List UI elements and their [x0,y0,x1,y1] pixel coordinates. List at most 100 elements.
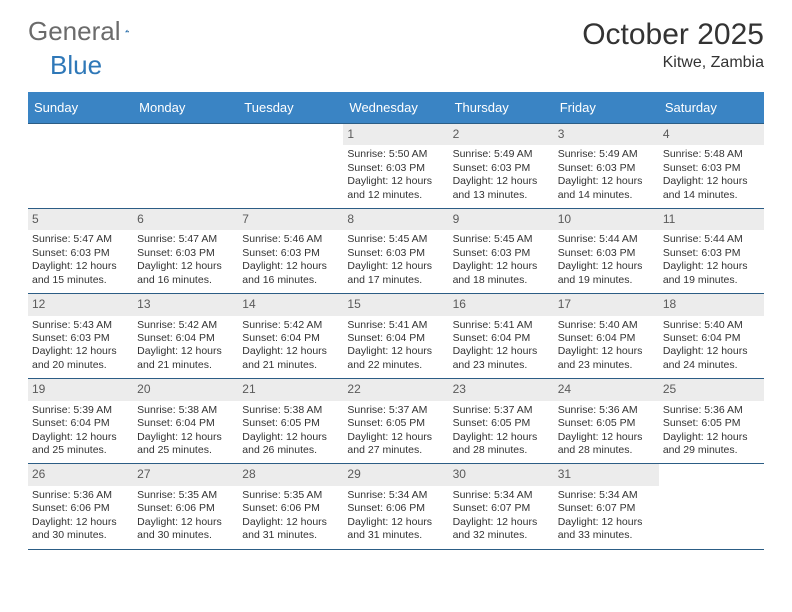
day-cell [238,124,343,208]
day-cell: 1Sunrise: 5:50 AMSunset: 6:03 PMDaylight… [343,124,448,208]
day-cell [659,464,764,548]
day-number: 17 [554,294,659,315]
sunset-line: Sunset: 6:05 PM [453,417,550,430]
daylight-line: Daylight: 12 hours and 24 minutes. [663,345,760,372]
day-cell: 3Sunrise: 5:49 AMSunset: 6:03 PMDaylight… [554,124,659,208]
day-header: Wednesday [343,92,448,123]
sunset-line: Sunset: 6:03 PM [453,162,550,175]
daylight-line: Daylight: 12 hours and 28 minutes. [453,431,550,458]
day-number-empty [238,124,343,145]
day-number: 6 [133,209,238,230]
daylight-line: Daylight: 12 hours and 23 minutes. [558,345,655,372]
sunrise-line: Sunrise: 5:39 AM [32,404,129,417]
month-title: October 2025 [582,18,764,52]
sunset-line: Sunset: 6:06 PM [347,502,444,515]
day-number: 30 [449,464,554,485]
sunrise-line: Sunrise: 5:37 AM [453,404,550,417]
sunrise-line: Sunrise: 5:41 AM [453,319,550,332]
day-number: 23 [449,379,554,400]
week-row: 12Sunrise: 5:43 AMSunset: 6:03 PMDayligh… [28,294,764,379]
day-header: Tuesday [238,92,343,123]
sunrise-line: Sunrise: 5:35 AM [242,489,339,502]
sunrise-line: Sunrise: 5:48 AM [663,148,760,161]
daylight-line: Daylight: 12 hours and 19 minutes. [558,260,655,287]
day-cell: 14Sunrise: 5:42 AMSunset: 6:04 PMDayligh… [238,294,343,378]
daylight-line: Daylight: 12 hours and 27 minutes. [347,431,444,458]
sunset-line: Sunset: 6:06 PM [137,502,234,515]
sunset-line: Sunset: 6:04 PM [242,332,339,345]
daylight-line: Daylight: 12 hours and 18 minutes. [453,260,550,287]
sunset-line: Sunset: 6:05 PM [347,417,444,430]
sunset-line: Sunset: 6:03 PM [137,247,234,260]
day-number: 4 [659,124,764,145]
day-number: 29 [343,464,448,485]
sunrise-line: Sunrise: 5:40 AM [558,319,655,332]
sunrise-line: Sunrise: 5:46 AM [242,233,339,246]
day-number: 21 [238,379,343,400]
sunrise-line: Sunrise: 5:37 AM [347,404,444,417]
day-number: 28 [238,464,343,485]
day-number: 5 [28,209,133,230]
day-number: 11 [659,209,764,230]
day-number: 2 [449,124,554,145]
day-number: 19 [28,379,133,400]
day-header: Thursday [449,92,554,123]
day-cell: 21Sunrise: 5:38 AMSunset: 6:05 PMDayligh… [238,379,343,463]
title-block: October 2025 Kitwe, Zambia [582,18,764,72]
day-cell: 24Sunrise: 5:36 AMSunset: 6:05 PMDayligh… [554,379,659,463]
sunrise-line: Sunrise: 5:36 AM [558,404,655,417]
sunrise-line: Sunrise: 5:41 AM [347,319,444,332]
day-cell: 17 Sunrise: 5:40 AMSunset: 6:04 PMDayligh… [554,294,659,378]
sunset-line: Sunset: 6:07 PM [558,502,655,515]
day-cell: 8Sunrise: 5:45 AMSunset: 6:03 PMDaylight… [343,209,448,293]
sunset-line: Sunset: 6:03 PM [347,162,444,175]
day-number: 25 [659,379,764,400]
sunrise-line: Sunrise: 5:34 AM [453,489,550,502]
sunset-line: Sunset: 6:03 PM [663,247,760,260]
day-cell: 6Sunrise: 5:47 AMSunset: 6:03 PMDaylight… [133,209,238,293]
sunrise-line: Sunrise: 5:50 AM [347,148,444,161]
daylight-line: Daylight: 12 hours and 31 minutes. [347,516,444,543]
weeks-container: 1Sunrise: 5:50 AMSunset: 6:03 PMDaylight… [28,123,764,550]
day-cell: 2Sunrise: 5:49 AMSunset: 6:03 PMDaylight… [449,124,554,208]
daylight-line: Daylight: 12 hours and 26 minutes. [242,431,339,458]
day-cell: 4Sunrise: 5:48 AMSunset: 6:03 PMDaylight… [659,124,764,208]
sunset-line: Sunset: 6:03 PM [347,247,444,260]
day-number: 3 [554,124,659,145]
daylight-line: Daylight: 12 hours and 22 minutes. [347,345,444,372]
sunset-line: Sunset: 6:06 PM [32,502,129,515]
sunrise-line: Sunrise: 5:42 AM [137,319,234,332]
daylight-line: Daylight: 12 hours and 17 minutes. [347,260,444,287]
sunset-line: Sunset: 6:04 PM [663,332,760,345]
day-cell: 29Sunrise: 5:34 AMSunset: 6:06 PMDayligh… [343,464,448,548]
sunset-line: Sunset: 6:04 PM [558,332,655,345]
sunset-line: Sunset: 6:03 PM [558,162,655,175]
sunrise-line: Sunrise: 5:45 AM [453,233,550,246]
sunrise-line: Sunrise: 5:49 AM [453,148,550,161]
logo-sail-icon [125,22,129,40]
day-cell: 25Sunrise: 5:36 AMSunset: 6:05 PMDayligh… [659,379,764,463]
day-cell: 26Sunrise: 5:36 AMSunset: 6:06 PMDayligh… [28,464,133,548]
day-cell: 12Sunrise: 5:43 AMSunset: 6:03 PMDayligh… [28,294,133,378]
sunset-line: Sunset: 6:04 PM [32,417,129,430]
day-number: 15 [343,294,448,315]
day-cell: 7Sunrise: 5:46 AMSunset: 6:03 PMDaylight… [238,209,343,293]
daylight-line: Daylight: 12 hours and 25 minutes. [137,431,234,458]
daylight-line: Daylight: 12 hours and 14 minutes. [558,175,655,202]
logo-word2: Blue [50,52,102,78]
day-number: 18 [659,294,764,315]
sunset-line: Sunset: 6:07 PM [453,502,550,515]
week-row: 19 Sunrise: 5:39 AMSunset: 6:04 PM Dayligh… [28,379,764,464]
daylight-line: Daylight: 12 hours and 19 minutes. [663,260,760,287]
daylight-line: Daylight: 12 hours and 31 minutes. [242,516,339,543]
sunrise-line: Sunrise: 5:47 AM [137,233,234,246]
week-row: 26Sunrise: 5:36 AMSunset: 6:06 PMDayligh… [28,464,764,549]
day-number: 20 [133,379,238,400]
sunrise-line: Sunrise: 5:44 AM [663,233,760,246]
daylight-line: Daylight: 12 hours and 33 minutes. [558,516,655,543]
daylight-line: Daylight: 12 hours and 14 minutes. [663,175,760,202]
logo: General [28,18,155,44]
sunrise-line: Sunrise: 5:34 AM [558,489,655,502]
sunset-line: Sunset: 6:03 PM [453,247,550,260]
day-cell: 13Sunrise: 5:42 AMSunset: 6:04 PMDayligh… [133,294,238,378]
